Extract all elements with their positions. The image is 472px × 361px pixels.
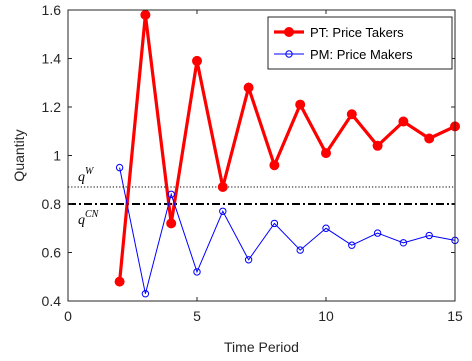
y-axis-title: Quantity <box>11 129 27 181</box>
series-0-point-1 <box>140 9 151 20</box>
series-0-point-7 <box>295 99 306 110</box>
series-1-point-9 <box>348 241 356 249</box>
legend-marker-1 <box>285 50 293 58</box>
y-tick-label-1: 0.6 <box>42 245 62 261</box>
series-0-point-9 <box>346 109 357 120</box>
marks-layer <box>68 9 460 298</box>
x-axis-title: Time Period <box>224 339 299 355</box>
legend-entry-1: PM: Price Makers <box>310 47 413 62</box>
series-1-point-5 <box>244 256 253 264</box>
reference-label-sup-1: CN <box>85 209 100 220</box>
series-0-point-4 <box>217 182 228 193</box>
series-1-point-8 <box>322 224 330 232</box>
legend-marker-0 <box>284 27 294 37</box>
legend: PT: Price Takers PM: Price Makers <box>267 16 453 70</box>
series-1-point-0 <box>115 163 124 172</box>
y-tick-label-4: 1.2 <box>42 99 62 115</box>
series-0-point-0 <box>114 276 125 287</box>
x-tick-label-3: 15 <box>447 308 463 324</box>
series-1-point-10 <box>373 229 382 237</box>
series-0-point-8 <box>321 148 331 159</box>
series-1-point-6 <box>270 219 279 228</box>
series-1-point-1 <box>141 290 150 298</box>
reference-label-sup-0: W <box>85 166 95 177</box>
series-line-1 <box>119 167 456 294</box>
series-0-point-3 <box>192 55 202 66</box>
reference-label-1: qCN <box>78 209 100 228</box>
y-tick-label-6: 1.6 <box>42 2 62 18</box>
series-0-point-6 <box>269 160 280 171</box>
series-1-point-11 <box>399 239 408 247</box>
series-1-point-4 <box>219 207 227 215</box>
reference-labels: qW qCN <box>78 166 100 228</box>
series-1-point-12 <box>425 231 433 240</box>
series-0-point-10 <box>372 140 383 151</box>
legend-entry-0: PT: Price Takers <box>310 25 404 40</box>
series-0-point-2 <box>166 218 177 229</box>
series-1-point-3 <box>193 268 201 276</box>
legend-box <box>267 16 453 70</box>
series-1-point-2 <box>167 190 175 199</box>
y-tick-label-0: 0.4 <box>42 293 62 309</box>
y-tick-label-2: 0.8 <box>42 196 62 212</box>
x-tick-label-0: 0 <box>64 308 72 324</box>
series-0-point-12 <box>424 133 435 144</box>
series-0-point-11 <box>398 116 409 127</box>
series-1-point-7 <box>296 246 304 254</box>
x-tick-label-1: 5 <box>193 308 201 324</box>
y-tick-label-5: 1.4 <box>42 51 62 67</box>
series-line-0 <box>118 14 456 282</box>
y-tick-label-3: 1 <box>53 148 61 164</box>
ticks-layer: 0 5 10 15 0.4 0.6 0.8 1 1.2 1.4 1.6 <box>42 2 463 324</box>
reference-label-0: qW <box>78 166 95 185</box>
x-tick-label-2: 10 <box>318 308 334 324</box>
series-0-point-5 <box>243 82 254 93</box>
